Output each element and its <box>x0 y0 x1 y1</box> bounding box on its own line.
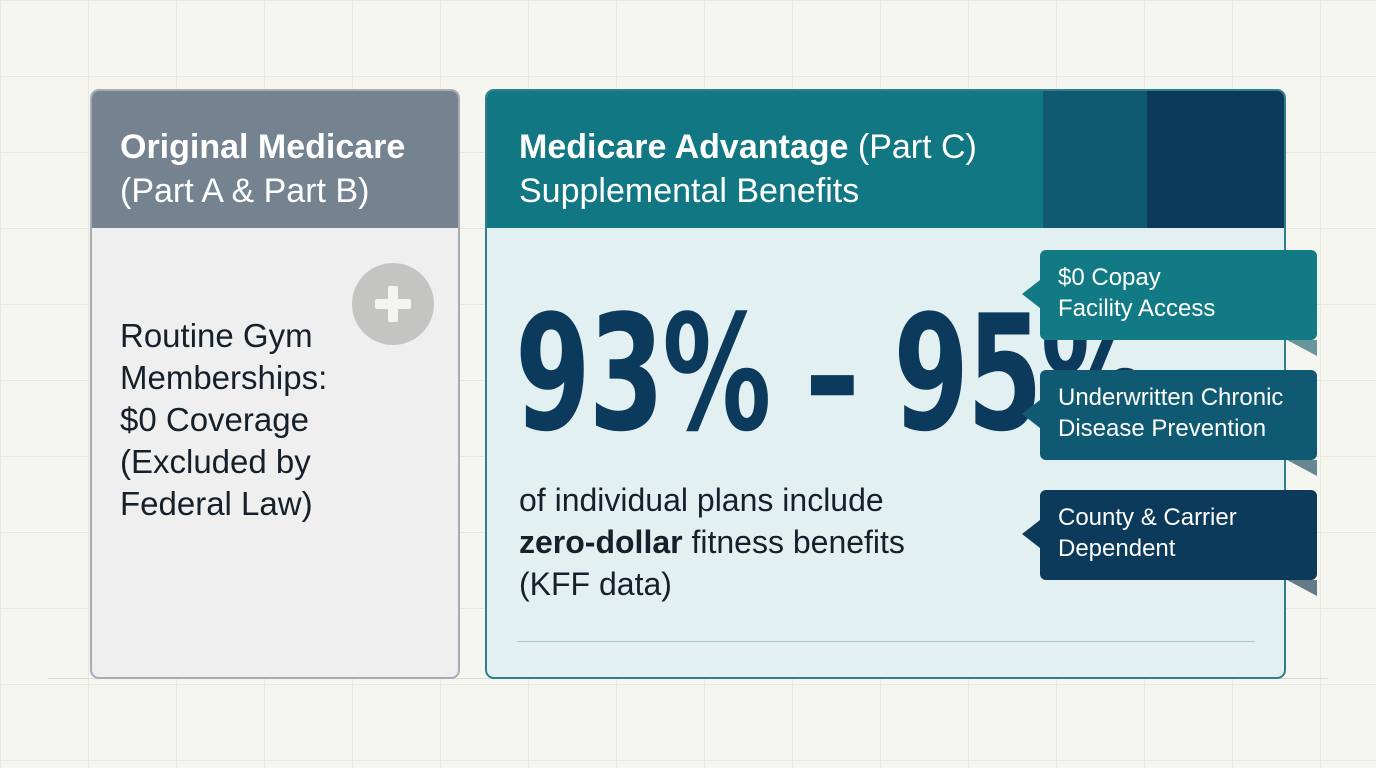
original-medicare-header: Original Medicare (Part A & Part B) <box>92 91 458 228</box>
stat-description-emphasis: zero-dollar <box>519 524 683 560</box>
callout-line: Disease Prevention <box>1058 415 1267 442</box>
header-accent-block <box>1043 91 1147 228</box>
stat-description-line: fitness benefits <box>682 524 905 560</box>
gym-text-line: (Excluded by <box>120 443 311 480</box>
callout-line: Facility Access <box>1058 295 1216 322</box>
callout-line: $0 Copay <box>1058 264 1161 291</box>
callout-line: Underwritten Chronic <box>1058 384 1284 411</box>
card-divider <box>517 641 1255 642</box>
gym-text-line: $0 Coverage <box>120 401 309 438</box>
medicare-advantage-card: Medicare Advantage (Part C) Supplemental… <box>485 89 1286 679</box>
stat-description-line: of individual plans include <box>519 482 884 518</box>
callout-line: Dependent <box>1058 535 1176 562</box>
stat-description-source: (KFF data) <box>519 566 672 602</box>
gym-text-line: Routine Gym <box>120 317 313 354</box>
gym-text-line: Memberships: <box>120 359 328 396</box>
medicare-advantage-title: Medicare Advantage (Part C) Supplemental… <box>519 125 977 213</box>
medicare-advantage-header: Medicare Advantage (Part C) Supplemental… <box>487 91 1284 228</box>
stat-description: of individual plans include zero-dollar … <box>519 479 979 605</box>
medicare-advantage-title-bold: Medicare Advantage <box>519 128 849 166</box>
callout-chronic-prevention: Underwritten Chronic Disease Prevention <box>1022 370 1317 476</box>
original-medicare-title: Original Medicare <box>120 128 406 166</box>
medicare-advantage-title-part: (Part C) <box>848 128 977 166</box>
callout-copay-access: $0 Copay Facility Access <box>1022 250 1317 356</box>
medicare-advantage-subtitle: Supplemental Benefits <box>519 172 860 210</box>
callout-county-carrier: County & Carrier Dependent <box>1022 490 1317 596</box>
plus-icon <box>352 263 434 345</box>
original-medicare-card: Original Medicare (Part A & Part B) Rout… <box>90 89 460 679</box>
gym-coverage-text: Routine Gym Memberships: $0 Coverage (Ex… <box>120 315 360 525</box>
original-medicare-subtitle: (Part A & Part B) <box>120 172 370 210</box>
gym-text-line: Federal Law) <box>120 485 313 522</box>
header-accent-block <box>1147 91 1284 228</box>
callout-line: County & Carrier <box>1058 504 1237 531</box>
